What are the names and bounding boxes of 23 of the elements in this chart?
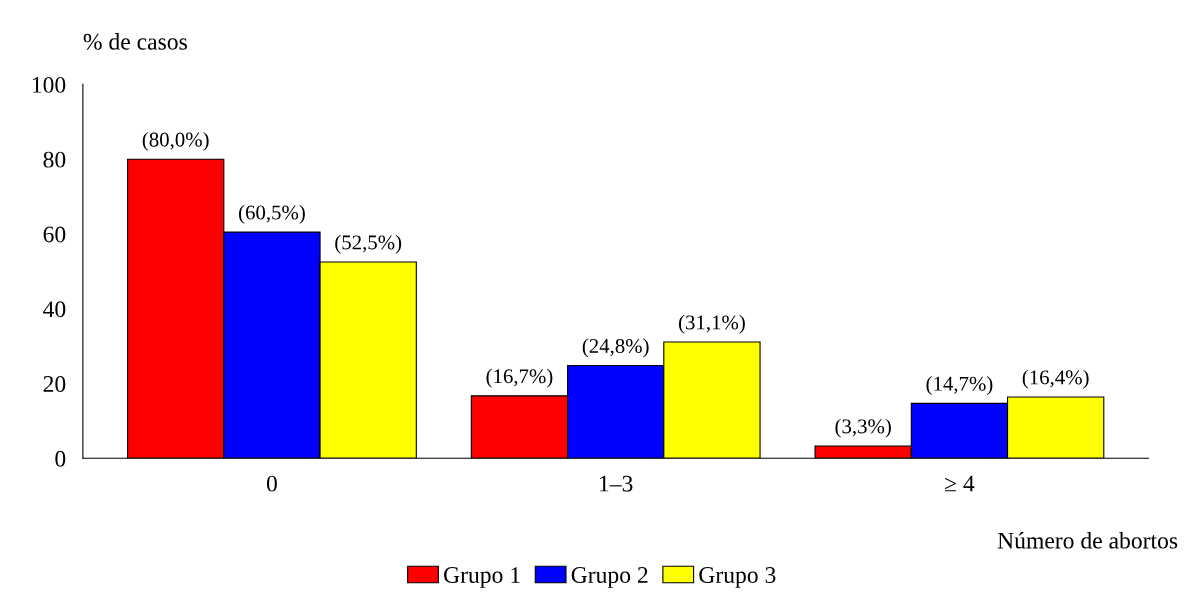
data-label: (24,8%) (582, 338, 649, 358)
legend-label: Grupo 1 (444, 567, 520, 588)
y-tick-label: 0 (55, 450, 66, 467)
x-tick-label: 1–3 (600, 475, 633, 492)
y-tick-label: 100 (32, 76, 66, 93)
y-tick-label: 20 (43, 376, 66, 392)
data-label: (52,5%) (335, 234, 402, 254)
y-tick-label: 40 (43, 301, 66, 318)
data-label: (3,3%) (835, 418, 891, 438)
x-tick-label: ≥ 4 (945, 475, 975, 492)
data-label: (80,0%) (142, 131, 209, 151)
legend-label: Grupo 3 (699, 567, 776, 588)
y-tick-label: 80 (43, 151, 66, 168)
x-tick-label: 0 (266, 475, 277, 492)
data-label: (16,7%) (486, 368, 553, 388)
y-axis-title: % de casos (83, 33, 187, 50)
data-label: (16,4%) (1022, 369, 1089, 389)
data-label: (14,7%) (926, 376, 993, 395)
data-label: (31,1%) (679, 314, 745, 334)
data-label: (60,5%) (239, 204, 305, 224)
x-axis-title: Número de abortos (997, 531, 1178, 549)
y-tick-label: 60 (43, 226, 66, 243)
legend-label: Grupo 2 (571, 567, 648, 588)
